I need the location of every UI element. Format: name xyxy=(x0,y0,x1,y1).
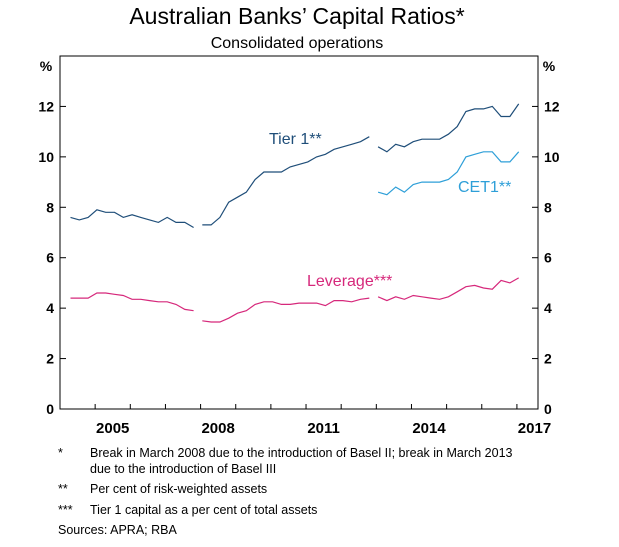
chart: Australian Banks’ Capital Ratios* Consol… xyxy=(38,3,559,437)
footnote-2: ** Per cent of risk-weighted assets xyxy=(58,482,528,498)
chart-title: Australian Banks’ Capital Ratios* xyxy=(129,3,464,29)
y-tick-label-left: 10 xyxy=(38,149,54,165)
y-tick-label-right: 10 xyxy=(544,149,560,165)
cet1-series-label: CET1** xyxy=(458,179,511,196)
y-tick-label-right: 8 xyxy=(544,199,552,215)
x-tick-label: 2014 xyxy=(412,420,446,437)
leverage-series-line xyxy=(70,292,194,312)
tier-1-series-line xyxy=(70,209,194,229)
footnotes: * Break in March 2008 due to the introdu… xyxy=(58,446,528,539)
y-tick-label-right: 2 xyxy=(544,351,552,367)
x-tick-label: 2011 xyxy=(307,420,340,437)
footnote-3: *** Tier 1 capital as a per cent of tota… xyxy=(58,503,528,519)
leverage-series-label: Leverage*** xyxy=(307,273,392,290)
sources-line: Sources: APRA; RBA xyxy=(58,523,177,537)
tier-1-series-line xyxy=(377,103,520,153)
y-tick-label-left: 12 xyxy=(38,98,54,114)
footnote-mark: * xyxy=(58,446,63,460)
y-tick-label-left: 6 xyxy=(46,250,54,266)
footnote-mark: ** xyxy=(58,482,68,496)
tier1-series-label: Tier 1** xyxy=(269,131,322,148)
footnote-text: Tier 1 capital as a per cent of total as… xyxy=(90,502,318,517)
leverage-series-line xyxy=(377,277,519,302)
footnote-mark: *** xyxy=(58,502,73,517)
footnote-1: * Break in March 2008 due to the introdu… xyxy=(58,446,528,477)
y-tick-label-right: 12 xyxy=(544,98,560,114)
y-axis-label-right: % xyxy=(543,58,556,74)
y-tick-label-left: 8 xyxy=(46,199,54,215)
footnote-text: Break in March 2008 due to the introduct… xyxy=(90,446,513,476)
chart-subtitle: Consolidated operations xyxy=(211,35,384,52)
y-axis-label-left: % xyxy=(40,58,53,74)
x-tick-label: 2017 xyxy=(518,420,551,437)
y-axis-ticks: 0 0 2 2 4 4 6 6 8 8 10 10 12 12 xyxy=(38,98,559,417)
footnote-text: Per cent of risk-weighted assets xyxy=(90,482,268,496)
x-axis-ticks: 2005 2008 2011 2014 2017 xyxy=(59,404,551,437)
tier-1-series-line xyxy=(202,136,370,226)
plot-frame xyxy=(59,55,539,410)
y-tick-label-right: 4 xyxy=(544,300,552,316)
y-tick-label-left: 0 xyxy=(46,401,54,417)
y-tick-label-right: 6 xyxy=(544,250,552,266)
x-tick-label: 2005 xyxy=(96,420,129,437)
y-tick-label-left: 2 xyxy=(46,351,54,367)
cet1-series-line xyxy=(377,151,520,196)
y-tick-label-right: 0 xyxy=(544,401,552,417)
x-tick-label: 2008 xyxy=(201,420,234,437)
leverage-series-line xyxy=(202,297,370,323)
series-lines xyxy=(70,103,520,323)
y-tick-label-left: 4 xyxy=(46,300,54,316)
